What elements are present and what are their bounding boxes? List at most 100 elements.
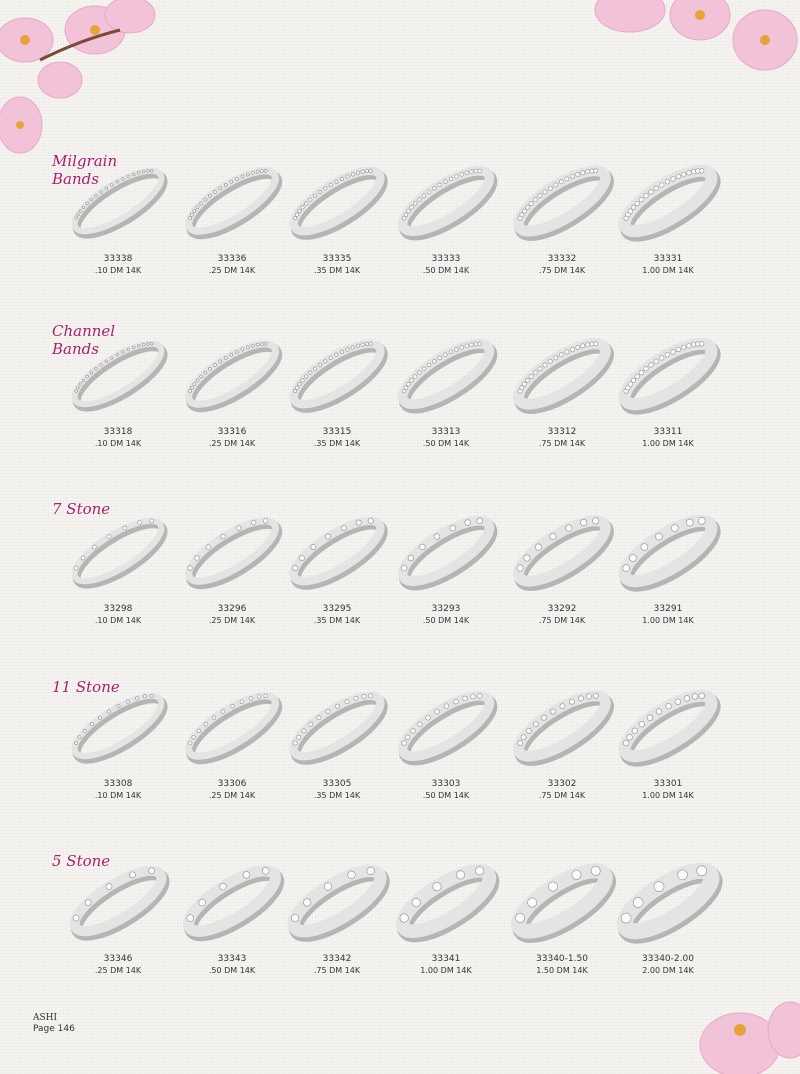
product-item[interactable]: 33331 1.00 DM 14K [608,145,728,276]
diamond-stone [328,182,333,187]
diamond-stone [368,168,373,173]
product-item[interactable]: 33340-2.00 2.00 DM 14K [608,845,728,976]
diamond-stone [517,740,524,746]
product-item[interactable]: 33301 1.00 DM 14K [608,670,728,801]
product-item[interactable]: 33313 .50 DM 14K [386,318,506,449]
product-item[interactable]: 33291 1.00 DM 14K [608,495,728,626]
product-item[interactable]: 33340-1.50 1.50 DM 14K [502,845,622,976]
product-item[interactable]: 33311 1.00 DM 14K [608,318,728,449]
product-item[interactable]: 33318 .10 DM 14K [58,318,178,449]
section-title-line: 7 Stone [52,500,111,518]
diamond-stone [432,882,442,892]
diamond-stone [203,197,208,202]
diamond-stone [126,174,131,179]
diamond-stone [195,205,200,210]
product-item[interactable]: 33346 .25 DM 14K [58,845,178,976]
product-item[interactable]: 33305 .35 DM 14K [277,670,397,801]
diamond-stone [220,709,226,714]
product-sku: 33312 [547,427,577,437]
diamond-stone [150,342,154,346]
product-weight-metal: 2.00 DM 14K [642,966,694,975]
product-item[interactable]: 33316 .25 DM 14K [172,318,292,449]
product-sku: 33340-2.00 [642,954,694,964]
section-title-line: 11 Stone [52,678,120,696]
product-item[interactable]: 33308 .10 DM 14K [58,670,178,801]
product-weight-metal: .25 DM 14K [208,266,256,275]
diamond-stone [368,693,374,699]
product-sku: 33338 [103,254,133,264]
diamond-stone [303,898,312,907]
diamond-stone [99,190,103,194]
section-title-line: Bands [52,340,99,358]
diamond-stone [455,870,465,880]
product-item[interactable]: 33293 .50 DM 14K [386,495,506,626]
product-weight-metal: .35 DM 14K [313,616,361,625]
diamond-stone [443,352,448,357]
product-sku: 33332 [547,254,577,264]
product-item[interactable]: 33341 1.00 DM 14K [386,845,506,976]
ring-image [618,164,721,242]
diamond-stone [334,352,339,357]
diamond-stone [141,343,146,347]
product-item[interactable]: 33292 .75 DM 14K [502,495,622,626]
diamond-stone [631,727,639,734]
diamond-stone [426,189,432,195]
product-weight-metal: .25 DM 14K [208,439,256,448]
diamond-stone [323,186,328,191]
diamond-stone [106,534,112,539]
diamond-stone [575,344,581,350]
diamond-stone [683,695,691,702]
diamond-stone [437,182,442,188]
diamond-stone [630,204,637,210]
product-item[interactable]: 33342 .75 DM 14K [277,845,397,976]
diamond-stone [401,215,407,221]
diamond-stone [223,183,228,187]
diamond-stone [300,205,305,210]
product-item[interactable]: 33303 .50 DM 14K [386,670,506,801]
diamond-stone [515,913,526,923]
diamond-stone [550,708,556,715]
product-item[interactable]: 33315 .35 DM 14K [277,318,397,449]
product-sku: 33293 [431,604,461,614]
product-item[interactable]: 33336 .25 DM 14K [172,145,292,276]
diamond-stone [664,179,670,185]
diamond-stone [643,193,649,199]
product-sku: 33335 [322,254,352,264]
diamond-stone [355,343,360,348]
diamond-stone [629,554,637,562]
product-item[interactable]: 33306 .25 DM 14K [172,670,292,801]
diamond-stone [459,345,464,350]
diamond-stone [76,213,80,217]
diamond-stone [149,693,154,698]
diamond-stone [675,346,682,353]
product-weight-metal: .75 DM 14K [538,791,586,800]
diamond-stone [638,197,644,203]
ring-image [185,692,283,765]
diamond-stone [564,176,570,182]
product-item[interactable]: 33335 .35 DM 14K [277,145,397,276]
diamond-stone [323,882,333,891]
product-item[interactable]: 33333 .50 DM 14K [386,145,506,276]
product-item[interactable]: 33312 .75 DM 14K [502,318,622,449]
ring-image [397,339,498,414]
product-item[interactable]: 33338 .10 DM 14K [58,145,178,276]
product-weight-metal: .10 DM 14K [94,266,142,275]
product-item[interactable]: 33343 .50 DM 14K [172,845,292,976]
product-weight-metal: .75 DM 14K [313,966,361,975]
diamond-stone [697,517,706,525]
ring-image [618,514,721,592]
product-weight-metal: 1.00 DM 14K [420,966,472,975]
diamond-stone [134,696,139,701]
product-item[interactable]: 33302 .75 DM 14K [502,670,622,801]
diamond-stone [681,344,687,350]
product-item[interactable]: 33332 .75 DM 14K [502,145,622,276]
product-item[interactable]: 33298 .10 DM 14K [58,495,178,626]
product-item[interactable]: 33296 .25 DM 14K [172,495,292,626]
product-item[interactable]: 33295 .35 DM 14K [277,495,397,626]
diamond-stone [648,362,654,368]
diamond-stone [580,519,588,527]
product-weight-metal: .35 DM 14K [313,439,361,448]
diamond-stone [528,374,534,379]
orchid-decoration-top-right [594,0,798,71]
diamond-stone [81,378,86,382]
